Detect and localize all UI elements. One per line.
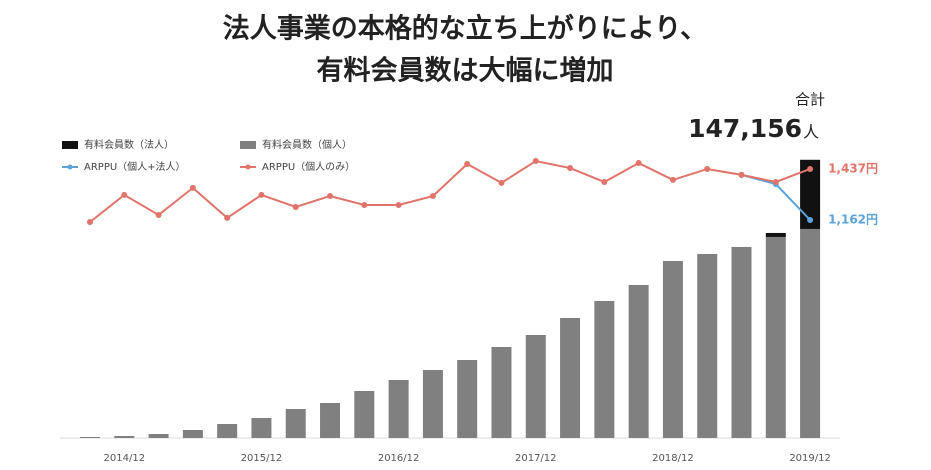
bar	[765, 232, 786, 237]
x-tick-label: 2016/12	[378, 453, 420, 464]
point	[327, 193, 334, 200]
legend-label: ARPPU（個人のみ）	[262, 160, 355, 173]
point	[704, 165, 711, 172]
bar	[80, 436, 100, 438]
point	[772, 178, 779, 185]
point	[258, 191, 265, 198]
legend-swatch	[67, 164, 73, 170]
bar	[697, 253, 718, 438]
bar	[217, 423, 238, 438]
bar	[800, 228, 821, 438]
legend-label: 有料会員数（法人）	[84, 138, 174, 151]
legend-swatch	[245, 164, 251, 170]
bar	[148, 433, 169, 438]
bar	[354, 390, 375, 438]
point	[189, 184, 196, 191]
bar	[662, 260, 683, 438]
legend-label: ARPPU（個人+法人）	[84, 160, 186, 173]
x-tick-label: 2019/12	[789, 453, 831, 464]
bar	[731, 246, 752, 438]
bar	[525, 334, 546, 438]
bar	[628, 284, 649, 438]
point	[155, 211, 162, 218]
legend-label: 有料会員数（個人）	[262, 138, 352, 151]
value-label: 1,437円	[828, 161, 878, 175]
point	[292, 203, 299, 210]
legend-swatch	[240, 141, 256, 149]
chart-subtitle: 有料会員数は大幅に増加	[317, 55, 614, 87]
point	[532, 158, 539, 165]
bar	[320, 402, 341, 438]
x-tick-label: 2014/12	[104, 453, 146, 464]
bar	[491, 346, 512, 438]
point	[429, 193, 436, 200]
value-label: 1,162円	[828, 212, 878, 226]
bar	[594, 300, 615, 438]
bar	[560, 317, 581, 438]
total-value: 147,156	[688, 114, 802, 143]
total-unit: 人	[803, 123, 819, 142]
bar	[182, 429, 203, 438]
bar	[114, 435, 135, 438]
point	[464, 160, 471, 167]
point	[807, 216, 814, 223]
bar	[422, 369, 443, 438]
point	[87, 219, 93, 226]
point	[224, 214, 231, 221]
bar	[800, 159, 821, 229]
x-tick-label: 2015/12	[241, 453, 283, 464]
line	[89, 159, 811, 223]
bar	[765, 236, 786, 438]
point	[395, 201, 402, 208]
legend-swatch	[62, 141, 78, 149]
point	[498, 179, 505, 186]
point	[635, 160, 642, 167]
bar	[457, 359, 478, 438]
point	[361, 201, 368, 208]
point	[807, 165, 814, 172]
total-title: 合計	[795, 91, 825, 109]
x-tick-label: 2017/12	[515, 453, 557, 464]
bar	[388, 379, 409, 438]
bar	[251, 417, 272, 438]
point	[567, 165, 574, 172]
point	[738, 171, 745, 178]
chart-title: 法人事業の本格的な立ち上がりにより、	[223, 13, 707, 45]
bar	[285, 408, 306, 438]
point	[121, 191, 128, 198]
x-tick-label: 2018/12	[652, 453, 694, 464]
point	[601, 178, 608, 185]
point	[669, 176, 676, 183]
